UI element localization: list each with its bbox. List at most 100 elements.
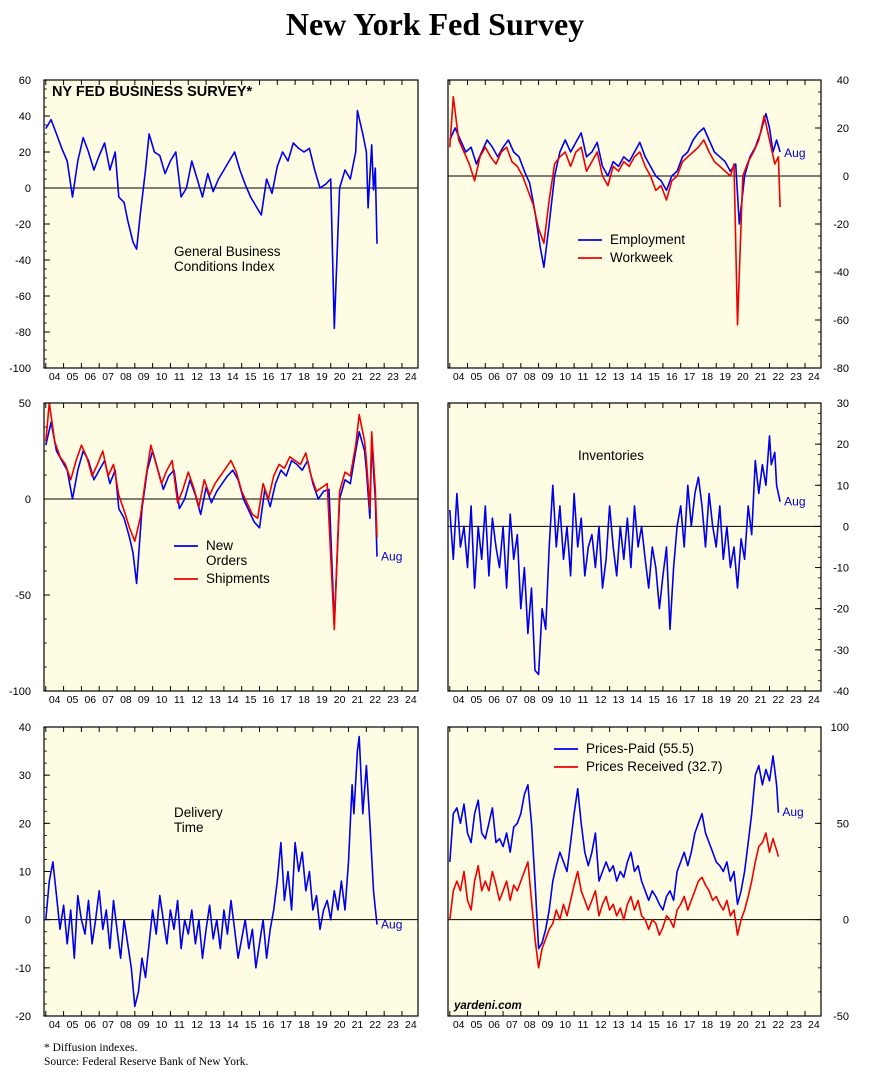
x-tick-label: 22 <box>369 694 381 706</box>
x-tick-label: 17 <box>684 1019 696 1031</box>
x-tick-label: 18 <box>701 371 713 383</box>
y-tick-label: 30 <box>837 398 849 410</box>
x-tick-label: 15 <box>245 694 257 706</box>
y-tick-label: 60 <box>19 75 31 87</box>
end-label: Aug <box>784 146 805 160</box>
x-tick-label: 19 <box>316 371 328 383</box>
x-tick-label: 05 <box>471 1019 483 1031</box>
x-tick-label: 12 <box>191 694 203 706</box>
x-tick-label: 12 <box>595 1019 607 1031</box>
x-tick-label: 12 <box>595 371 607 383</box>
end-label: Aug <box>381 917 402 931</box>
x-tick-label: 20 <box>737 1019 749 1031</box>
y-tick-label: -50 <box>833 1011 849 1023</box>
x-tick-label: 10 <box>559 694 571 706</box>
page-title: New York Fed Survey <box>285 6 585 42</box>
x-tick-label: 20 <box>737 371 749 383</box>
y-tick-label: 30 <box>19 770 31 782</box>
x-tick-label: 09 <box>542 694 554 706</box>
series-label: Delivery <box>174 805 223 820</box>
y-tick-label: -20 <box>833 219 849 231</box>
x-tick-label: 23 <box>790 694 802 706</box>
legend-label: Prices Received (32.7) <box>586 759 723 774</box>
y-tick-label: -80 <box>15 327 31 339</box>
y-tick-label: 0 <box>25 183 31 195</box>
plot-frame <box>447 79 822 369</box>
source-note: Source: Federal Reserve Bank of New York… <box>44 1056 249 1068</box>
series-line-shipments <box>45 402 378 631</box>
y-tick-label: -100 <box>9 686 31 698</box>
x-tick-label: 11 <box>578 371 589 383</box>
x-tick-label: 05 <box>67 371 79 383</box>
y-tick-label: 40 <box>19 722 31 734</box>
x-tick-label: 17 <box>684 694 696 706</box>
plot-frame <box>447 726 822 1017</box>
x-tick-label: 08 <box>120 1019 132 1031</box>
x-tick-label: 12 <box>191 371 203 383</box>
legend-label: Employment <box>610 232 685 247</box>
x-tick-label: 08 <box>524 694 536 706</box>
x-tick-label: 07 <box>506 371 518 383</box>
panel-orders-shipments: 04 05 06 07 08 09 10 11 12 13 14 15 16 17 18 19 20 21 22 23… <box>9 398 419 706</box>
y-tick-label: -30 <box>833 645 849 657</box>
x-tick-label: 11 <box>578 1019 589 1031</box>
legend-label: Orders <box>206 553 248 568</box>
series-label: General Business <box>174 244 281 259</box>
y-tick-label: -100 <box>9 363 31 375</box>
y-tick-label: 10 <box>837 480 849 492</box>
x-tick-label: 24 <box>405 371 417 383</box>
plot-frame <box>447 402 822 692</box>
x-tick-label: 20 <box>737 694 749 706</box>
x-tick-label: 23 <box>790 371 802 383</box>
y-tick-label: -80 <box>833 363 849 375</box>
legend-label: Shipments <box>206 571 270 586</box>
footnote: * Diffusion indexes. <box>44 1042 138 1054</box>
x-tick-label: 05 <box>67 1019 79 1031</box>
y-tick-label: -60 <box>15 291 31 303</box>
plot-frame <box>43 79 419 369</box>
series-line-general-business-conditions-index <box>45 109 378 330</box>
y-tick-label: -40 <box>833 686 849 698</box>
x-tick-label: 18 <box>701 694 713 706</box>
plot-area <box>448 403 821 691</box>
x-tick-label: 18 <box>298 1019 310 1031</box>
y-tick-label: 100 <box>831 722 849 734</box>
y-tick-label: -20 <box>15 219 31 231</box>
end-label: Aug <box>784 495 805 509</box>
x-tick-label: 23 <box>790 1019 802 1031</box>
y-tick-label: -20 <box>833 604 849 616</box>
x-tick-label: 20 <box>334 1019 346 1031</box>
x-tick-label: 10 <box>559 1019 571 1031</box>
x-tick-label: 20 <box>334 371 346 383</box>
x-tick-label: 21 <box>755 694 767 706</box>
x-tick-label: 22 <box>773 694 785 706</box>
x-tick-label: 07 <box>506 1019 518 1031</box>
x-tick-label: 19 <box>316 1019 328 1031</box>
x-tick-label: 18 <box>701 1019 713 1031</box>
x-tick-label: 23 <box>387 1019 399 1031</box>
x-tick-label: 22 <box>369 371 381 383</box>
y-tick-label: -40 <box>833 267 849 279</box>
series-line-workweek <box>449 96 781 326</box>
x-tick-label: 13 <box>209 371 221 383</box>
x-tick-label: 14 <box>227 694 239 706</box>
chart-title: NY FED BUSINESS SURVEY* <box>52 84 252 100</box>
y-tick-label: -10 <box>15 963 31 975</box>
x-tick-label: 16 <box>666 1019 678 1031</box>
x-tick-label: 19 <box>719 694 731 706</box>
plot-frame <box>43 726 419 1017</box>
x-tick-label: 24 <box>808 371 820 383</box>
x-tick-label: 13 <box>209 694 221 706</box>
y-tick-label: 40 <box>19 111 31 123</box>
series-label: Time <box>174 820 204 835</box>
x-tick-label: 08 <box>524 371 536 383</box>
y-tick-label: 0 <box>843 915 849 927</box>
x-tick-label: 23 <box>387 371 399 383</box>
x-tick-label: 14 <box>630 371 642 383</box>
x-tick-label: 13 <box>209 1019 221 1031</box>
x-tick-label: 19 <box>719 371 731 383</box>
x-tick-label: 06 <box>84 371 96 383</box>
x-tick-label: 17 <box>684 371 696 383</box>
x-tick-label: 07 <box>102 371 114 383</box>
x-tick-label: 19 <box>316 694 328 706</box>
